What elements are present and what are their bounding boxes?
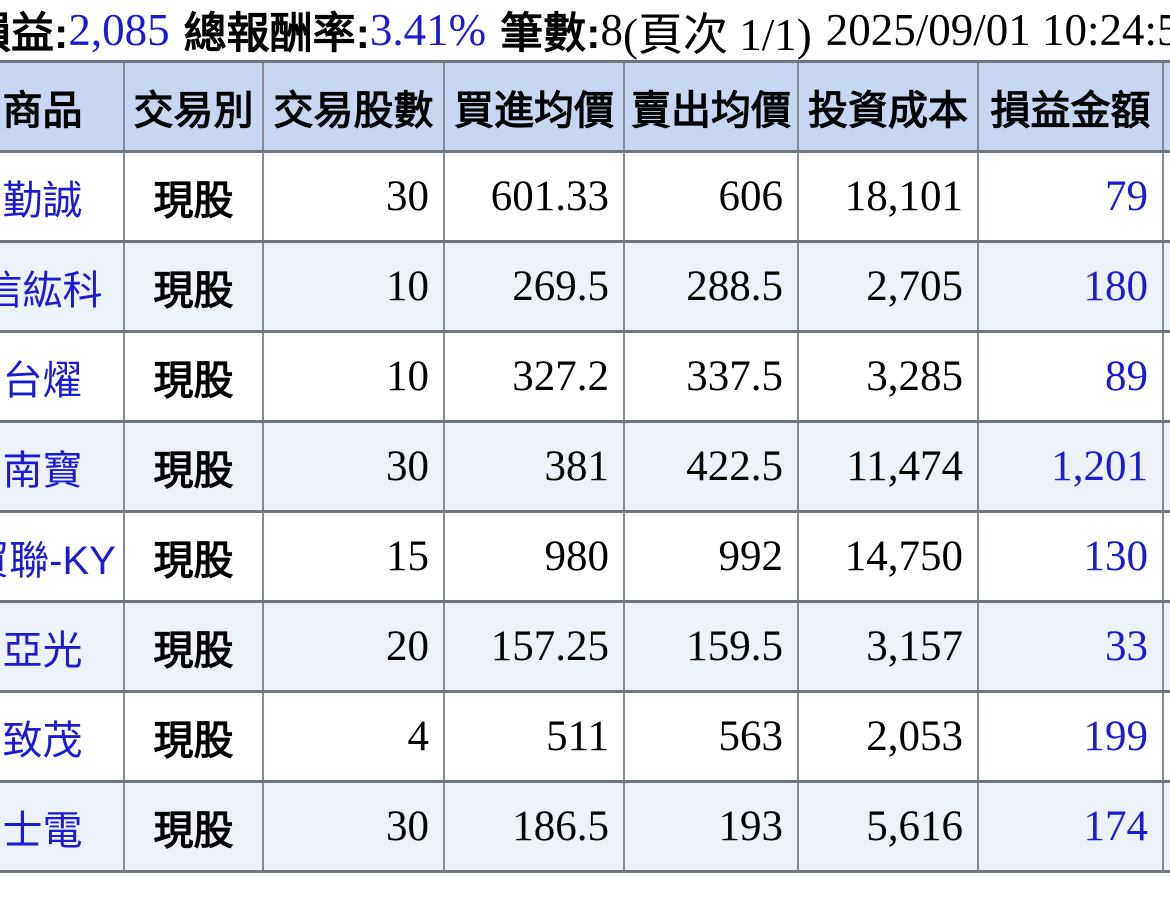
sell-avg-cell: 159.5	[623, 600, 799, 693]
footer-peek	[0, 895, 1170, 899]
pl-cell: 79	[977, 150, 1164, 243]
trade-type-cell: 現股	[123, 600, 264, 693]
product-link[interactable]: 勤誠	[0, 150, 125, 243]
col-header-clipped	[1162, 60, 1170, 153]
product-link[interactable]: 南寶	[0, 420, 125, 513]
table-header-row: 商品 交易別 交易股數 買進均價 賣出均價 投資成本 損益金額	[0, 60, 1170, 153]
table-row[interactable]: 南寶 現股 30 381 422.5 11,474 1,201	[0, 420, 1170, 513]
col-header-product: 商品	[0, 60, 125, 153]
product-link[interactable]: 信紘科	[0, 240, 125, 333]
pl-cell: 89	[977, 330, 1164, 423]
count-value: 8	[600, 5, 623, 55]
shares-cell: 20	[262, 600, 445, 693]
datetime: 2025/09/01 10:24:50	[825, 5, 1170, 55]
sell-avg-cell: 288.5	[623, 240, 799, 333]
cost-cell: 2,705	[797, 240, 979, 333]
table-row[interactable]: 信紘科 現股 10 269.5 288.5 2,705 180	[0, 240, 1170, 333]
buy-avg-cell: 157.25	[443, 600, 625, 693]
shares-cell: 10	[262, 330, 445, 423]
shares-cell: 30	[262, 780, 445, 873]
return-value: 3.41%	[369, 5, 487, 55]
scrolled-content: 損益:2,085 總報酬率:3.41% 筆數:8(頁次 1/1) 2025/09…	[0, 0, 1170, 873]
count-label: 筆數:	[500, 10, 601, 58]
buy-avg-cell: 980	[443, 510, 625, 603]
table-row[interactable]: 貿聯-KY 現股 15 980 992 14,750 130	[0, 510, 1170, 603]
pl-cell: 33	[977, 600, 1164, 693]
sell-avg-cell: 193	[623, 780, 799, 873]
product-link[interactable]: 台燿	[0, 330, 125, 423]
table-body: 勤誠 現股 30 601.33 606 18,101 79 信紘科 現股 10 …	[0, 150, 1170, 873]
pl-label: 損益:	[0, 10, 69, 58]
col-header-trade: 交易別	[123, 60, 264, 153]
sell-avg-cell: 563	[623, 690, 799, 783]
sell-avg-cell: 337.5	[623, 330, 799, 423]
realized-pl-table: 商品 交易別 交易股數 買進均價 賣出均價 投資成本 損益金額 勤誠 現股 30…	[0, 60, 1170, 873]
pl-cell: 180	[977, 240, 1164, 333]
cost-cell: 3,285	[797, 330, 979, 423]
buy-avg-cell: 601.33	[443, 150, 625, 243]
summary-bar: 損益:2,085 總報酬率:3.41% 筆數:8(頁次 1/1) 2025/09…	[0, 0, 1170, 60]
cost-cell: 3,157	[797, 600, 979, 693]
buy-avg-cell: 381	[443, 420, 625, 513]
clipped-cell	[1162, 420, 1170, 513]
table-row[interactable]: 勤誠 現股 30 601.33 606 18,101 79	[0, 150, 1170, 243]
sell-avg-cell: 992	[623, 510, 799, 603]
page-indicator: (頁次 1/1)	[622, 9, 812, 60]
shares-cell: 4	[262, 690, 445, 783]
buy-avg-cell: 511	[443, 690, 625, 783]
clipped-cell	[1162, 330, 1170, 423]
col-header-pl: 損益金額	[977, 60, 1164, 153]
return-label: 總報酬率:	[183, 10, 370, 58]
shares-cell: 30	[262, 420, 445, 513]
trade-type-cell: 現股	[123, 240, 264, 333]
product-link[interactable]: 士電	[0, 780, 125, 873]
trade-type-cell: 現股	[123, 150, 264, 243]
product-link[interactable]: 貿聯-KY	[0, 510, 125, 603]
clipped-cell	[1162, 240, 1170, 333]
cost-cell: 5,616	[797, 780, 979, 873]
col-header-sell-avg: 賣出均價	[623, 60, 799, 153]
product-link[interactable]: 致茂	[0, 690, 125, 783]
table-row[interactable]: 士電 現股 30 186.5 193 5,616 174	[0, 780, 1170, 873]
col-header-buy-avg: 買進均價	[443, 60, 625, 153]
sell-avg-cell: 422.5	[623, 420, 799, 513]
trade-type-cell: 現股	[123, 780, 264, 873]
trade-type-cell: 現股	[123, 420, 264, 513]
sell-avg-cell: 606	[623, 150, 799, 243]
pl-cell: 199	[977, 690, 1164, 783]
product-link[interactable]: 亞光	[0, 600, 125, 693]
cost-cell: 2,053	[797, 690, 979, 783]
pl-cell: 1,201	[977, 420, 1164, 513]
trade-type-cell: 現股	[123, 690, 264, 783]
cost-cell: 18,101	[797, 150, 979, 243]
trade-type-cell: 現股	[123, 330, 264, 423]
clipped-cell	[1162, 780, 1170, 873]
clipped-cell	[1162, 600, 1170, 693]
cost-cell: 11,474	[797, 420, 979, 513]
buy-avg-cell: 327.2	[443, 330, 625, 423]
buy-avg-cell: 186.5	[443, 780, 625, 873]
clipped-cell	[1162, 150, 1170, 243]
col-header-shares: 交易股數	[262, 60, 445, 153]
clipped-cell	[1162, 690, 1170, 783]
buy-avg-cell: 269.5	[443, 240, 625, 333]
shares-cell: 10	[262, 240, 445, 333]
table-row[interactable]: 亞光 現股 20 157.25 159.5 3,157 33	[0, 600, 1170, 693]
shares-cell: 15	[262, 510, 445, 603]
col-header-cost: 投資成本	[797, 60, 979, 153]
pl-value: 2,085	[68, 5, 170, 55]
trade-type-cell: 現股	[123, 510, 264, 603]
pl-cell: 174	[977, 780, 1164, 873]
table-row[interactable]: 台燿 現股 10 327.2 337.5 3,285 89	[0, 330, 1170, 423]
table-row[interactable]: 致茂 現股 4 511 563 2,053 199	[0, 690, 1170, 783]
shares-cell: 30	[262, 150, 445, 243]
pl-cell: 130	[977, 510, 1164, 603]
cost-cell: 14,750	[797, 510, 979, 603]
clipped-cell	[1162, 510, 1170, 603]
